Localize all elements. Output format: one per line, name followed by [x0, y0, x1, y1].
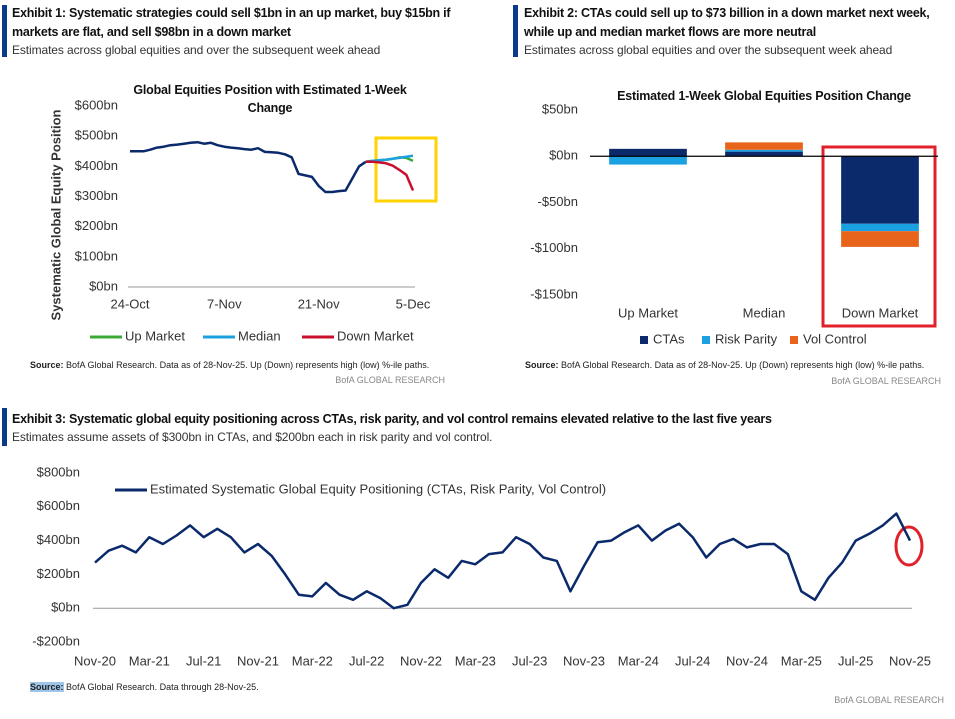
chart-title: Estimated 1-Week Global Equities Positio… [617, 89, 911, 103]
x-tick-label: Up Market [618, 305, 678, 320]
source: Source: BofA Global Research. Data as of… [30, 360, 429, 370]
legend-swatch [702, 336, 710, 344]
line [365, 160, 415, 191]
y-tick-label: $0bn [51, 600, 80, 615]
source-label: Source: [30, 360, 64, 370]
x-tick-label: 5-Dec [396, 296, 431, 311]
chart-title: Global Equities Position with Estimated … [133, 83, 407, 115]
x-tick-label: 24-Oct [110, 296, 149, 311]
y-tick-label: $200bn [75, 218, 118, 233]
y-tick-label: $0bn [89, 278, 118, 293]
y-tick-label: -$200bn [32, 633, 80, 648]
legend-swatch [640, 336, 648, 344]
x-tick-label: Jul-21 [186, 653, 221, 668]
exhibit-title: Exhibit 1: Systematic strategies could s… [12, 6, 451, 39]
x-tick-label: 21-Nov [298, 296, 340, 311]
x-tick-label: Jul-25 [838, 653, 873, 668]
y-tick-label: $600bn [75, 97, 118, 112]
y-tick-label: $300bn [75, 188, 118, 203]
legend-label: Risk Parity [715, 331, 778, 346]
bar-segment [725, 142, 803, 150]
x-tick-label: Down Market [842, 305, 919, 320]
y-tick-label: $50bn [542, 101, 578, 116]
x-tick-label: Mar-24 [618, 653, 659, 668]
source: Source: BofA Global Research. Data throu… [30, 682, 259, 692]
x-tick-label: Jul-23 [512, 653, 547, 668]
x-tick-label: Nov-21 [237, 653, 279, 668]
x-tick-label: Nov-24 [726, 653, 768, 668]
bar-segment [609, 156, 687, 165]
accent-bar [513, 5, 518, 57]
accent-bar [2, 5, 7, 57]
bar-segment [725, 151, 803, 157]
y-tick-label: $200bn [37, 566, 80, 581]
y-tick-label: $0bn [549, 148, 578, 163]
legend-label: CTAs [653, 331, 685, 346]
highlight-box [821, 145, 937, 328]
source-text: BofA Global Research. Data as of 28-Nov-… [561, 360, 925, 370]
line [130, 140, 367, 194]
exhibit-title: Exhibit 2: CTAs could sell up to $73 bil… [524, 6, 930, 39]
x-tick-label: Nov-20 [74, 653, 116, 668]
x-tick-label: Mar-23 [455, 653, 496, 668]
y-tick-label: -$150bn [530, 286, 578, 301]
y-tick-label: -$50bn [538, 194, 578, 209]
y-tick-label: $400bn [37, 532, 80, 547]
y-tick-label: $500bn [75, 128, 118, 143]
legend-label: Up Market [125, 328, 185, 343]
y-tick-label: $800bn [37, 464, 80, 479]
y-axis-label: Systematic Global Equity Position [48, 109, 63, 320]
source-text: BofA Global Research. Data as of 28-Nov-… [66, 360, 430, 370]
legend-label: Vol Control [803, 331, 867, 346]
bar-segment [841, 156, 919, 224]
source-label: Source: [525, 360, 559, 370]
y-tick-label: $100bn [75, 248, 118, 263]
legend-label: Estimated Systematic Global Equity Posit… [150, 481, 606, 496]
legend-swatch [790, 336, 798, 344]
y-tick-label: $600bn [37, 498, 80, 513]
exhibit-subtitle: Estimates across global equities and ove… [524, 43, 893, 57]
highlight-box [374, 136, 438, 203]
x-tick-label: Median [743, 305, 786, 320]
source-text: BofA Global Research. Data through 28-No… [66, 682, 259, 692]
exhibit-title: Exhibit 3: Systematic global equity posi… [12, 412, 772, 426]
x-tick-label: Nov-22 [400, 653, 442, 668]
legend-label: Median [238, 328, 281, 343]
x-tick-label: Nov-25 [889, 653, 931, 668]
bar-segment [609, 148, 687, 157]
bar-segment [725, 149, 803, 152]
source-label: Source: [30, 682, 64, 692]
x-tick-label: Mar-22 [292, 653, 333, 668]
x-tick-label: Mar-21 [129, 653, 170, 668]
footer: BofA GLOBAL RESEARCH [834, 695, 944, 705]
line [94, 512, 912, 610]
footer: BofA GLOBAL RESEARCH [831, 376, 941, 386]
x-tick-label: Mar-25 [781, 653, 822, 668]
bar-segment [841, 223, 919, 232]
exhibit-subtitle: Estimates across global equities and ove… [12, 43, 381, 57]
source: Source: BofA Global Research. Data as of… [525, 360, 924, 370]
footer: BofA GLOBAL RESEARCH [335, 375, 445, 385]
x-tick-label: Nov-23 [563, 653, 605, 668]
y-tick-label: $400bn [75, 158, 118, 173]
x-tick-label: Jul-22 [349, 653, 384, 668]
x-tick-label: 7-Nov [207, 296, 242, 311]
accent-bar [2, 408, 7, 446]
y-tick-label: -$100bn [530, 240, 578, 255]
legend-label: Down Market [337, 328, 414, 343]
exhibit-subtitle: Estimates assume assets of $300bn in CTA… [12, 430, 493, 444]
bar-segment [841, 231, 919, 247]
x-tick-label: Jul-24 [675, 653, 710, 668]
highlight-circle [894, 525, 924, 567]
